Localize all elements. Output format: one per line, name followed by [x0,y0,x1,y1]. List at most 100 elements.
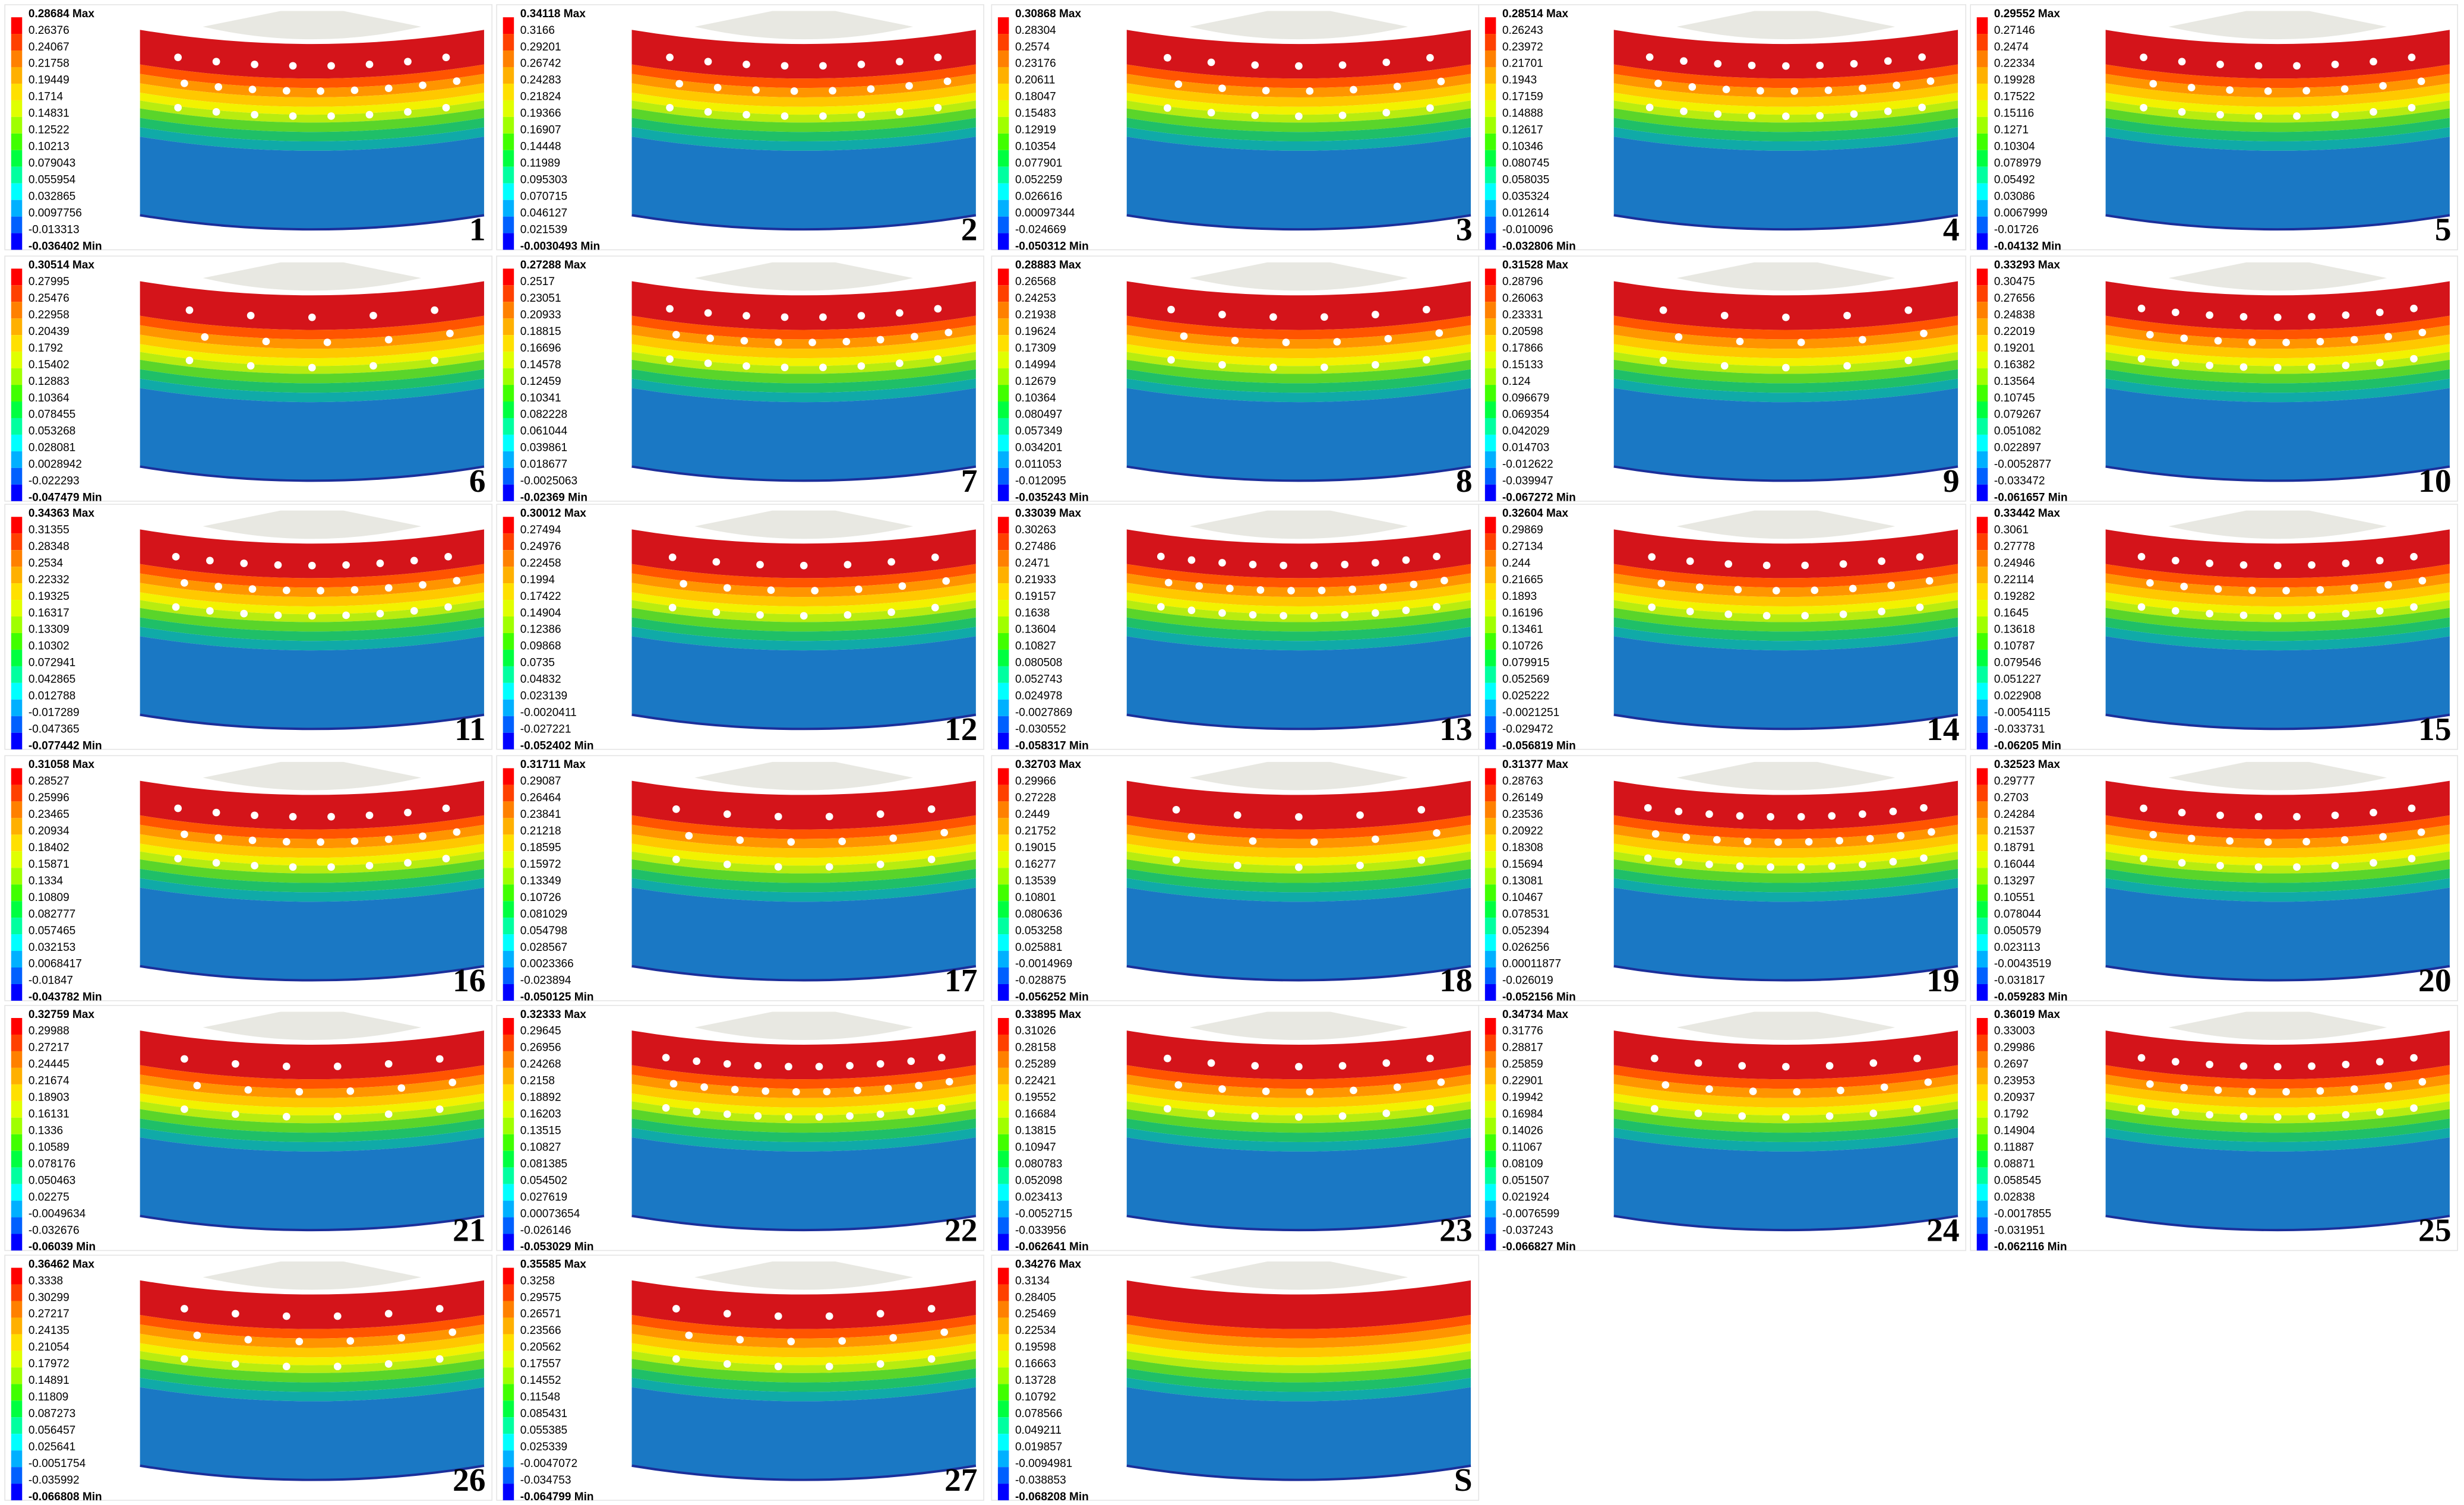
legend-label: 0.15402 [29,359,70,371]
legend-label: 0.15483 [1015,108,1056,120]
shell-cap [1676,1011,1896,1041]
stress-band [1126,64,1471,88]
legend-label: 0.10787 [1994,640,2035,653]
shell-edge [1126,1215,1471,1232]
legend-swatch [503,1450,514,1468]
legend-swatch [503,166,514,184]
legend-label: -0.047365 [29,723,80,735]
hole [1659,356,1667,365]
legend-label: -0.012095 [1015,475,1066,488]
legend-label: 0.1645 [1994,607,2029,619]
shell-cap [1189,510,1408,539]
legend-swatch [1976,1150,1988,1168]
legend-label: 0.12883 [29,375,70,388]
legend-label: 0.018677 [520,459,567,471]
stress-band [1613,108,1958,132]
legend-swatch [1976,901,1988,918]
legend-swatch [11,1484,23,1501]
legend-swatch [1976,834,1988,852]
stress-band [2105,573,2450,597]
hole [2331,61,2339,68]
stress-band [631,1030,976,1080]
stress-band [631,868,976,893]
legend-swatch [1484,517,1496,534]
legend-swatch [997,851,1009,868]
hole [945,1077,953,1086]
panel: 0.34734 Max0.317760.288170.258590.229010… [1478,1005,1967,1253]
legend-label: 0.23051 [520,292,561,305]
stress-band [631,1324,976,1348]
legend-label: 0.10551 [1994,891,2035,904]
legend-swatch [997,434,1009,451]
hole [1435,329,1443,337]
hole [743,110,750,119]
hole [2370,108,2377,116]
hole [1251,1112,1259,1120]
legend-swatch [997,682,1009,700]
legend-swatch [503,1117,514,1134]
hole [712,608,721,616]
shell-edge [140,214,485,231]
hole [889,1334,897,1342]
legend-swatch [1484,352,1496,369]
hole [365,862,374,870]
legend-swatch [503,1367,514,1384]
stress-band [140,1343,484,1365]
legend-label: 0.1994 [520,574,555,586]
panel-label: 7 [961,463,978,499]
legend-swatch [997,1334,1009,1351]
hole [2180,583,2188,590]
legend-swatch [997,318,1009,336]
stress-band [1126,1030,1471,1080]
hole-row [174,53,450,70]
stress-band [2105,388,2450,481]
stress-band [140,815,484,839]
stress-band [1613,780,1958,830]
panel-label: 4 [1943,212,1960,248]
hole [1801,612,1809,619]
hole [369,311,377,320]
stress-band [631,600,976,622]
legend-label: 0.10827 [520,1141,561,1153]
legend-swatch [11,1084,23,1101]
hole [1348,585,1357,593]
hole [2316,337,2324,346]
hole [1356,811,1364,819]
hole [1714,110,1722,118]
hole [1372,311,1379,318]
legend-label: 0.21054 [29,1341,70,1354]
legend-label: 0.2158 [520,1075,555,1087]
hole [404,808,412,817]
legend-swatch [1484,818,1496,835]
hole-row [193,1079,457,1096]
legend-swatch [1484,216,1496,233]
stress-band [631,74,976,97]
legend-swatch [1976,418,1988,435]
legend-swatch [997,133,1009,150]
shell-cap [694,1261,914,1290]
hole [1722,86,1730,93]
legend-swatch [503,1334,514,1351]
stress-band [1613,1074,1958,1098]
hole [2384,1082,2392,1090]
legend-swatch [1976,600,1988,617]
legend-swatch [997,1217,1009,1234]
legend-label: 0.29988 [29,1025,70,1038]
hole [723,1110,731,1118]
stress-band [140,617,484,641]
hole [2140,103,2147,112]
hole [743,61,750,68]
legend-label: 0.080783 [1015,1158,1062,1170]
legend-label: 0.22901 [1502,1075,1543,1087]
hole [323,339,331,346]
hole [2316,586,2324,594]
hole [1379,583,1387,592]
hole [1321,313,1328,321]
stress-band [631,824,976,849]
hole [1918,103,1926,112]
stress-band [631,118,976,142]
hole [1310,838,1318,846]
shell-edge [1126,214,1471,231]
legend-swatch [997,1167,1009,1184]
stress-band [1126,1324,1471,1348]
